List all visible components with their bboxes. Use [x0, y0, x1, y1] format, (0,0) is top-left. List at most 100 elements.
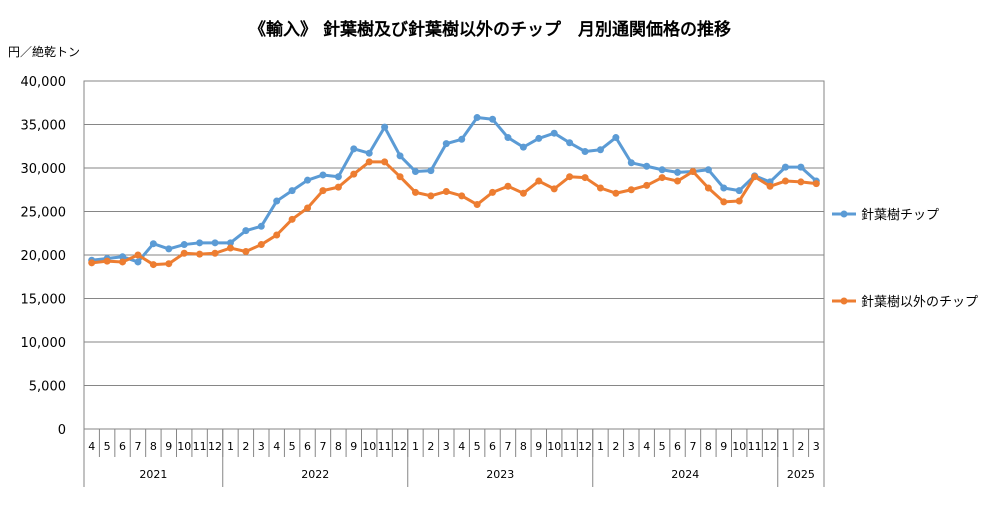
- data-point: [489, 188, 497, 196]
- data-point: [720, 198, 728, 206]
- year-label: 2024: [671, 468, 699, 481]
- data-point: [119, 258, 127, 266]
- x-tick-label: 4: [88, 440, 95, 453]
- data-point: [781, 177, 789, 185]
- data-point: [149, 261, 157, 269]
- x-tick-label: 10: [732, 440, 746, 453]
- data-point: [535, 134, 543, 142]
- data-point: [211, 249, 219, 257]
- x-tick-label: 12: [578, 440, 592, 453]
- y-tick-label: 5,000: [29, 380, 66, 395]
- data-point: [242, 248, 250, 256]
- x-tick-label: 8: [335, 440, 342, 453]
- legend-label: 針葉樹チップ: [861, 208, 939, 223]
- data-point: [442, 187, 450, 195]
- data-point: [504, 134, 512, 142]
- x-tick-label: 9: [720, 440, 727, 453]
- data-point: [334, 173, 342, 181]
- data-point: [396, 152, 404, 160]
- data-point: [735, 197, 743, 205]
- data-point: [257, 222, 265, 230]
- x-tick-label: 6: [674, 440, 681, 453]
- year-label: 2025: [787, 468, 815, 481]
- data-point: [566, 173, 574, 181]
- data-point: [550, 129, 558, 137]
- y-tick-label: 30,000: [21, 162, 67, 177]
- data-point: [797, 178, 805, 186]
- data-point: [612, 134, 620, 142]
- data-point: [812, 180, 820, 188]
- data-point: [88, 259, 96, 267]
- data-point: [134, 258, 142, 266]
- y-tick-labels: 0 5,000 10,000 15,000 20,000 25,000 30,000 35,0…: [21, 75, 67, 438]
- x-tick-label: 9: [350, 440, 357, 453]
- data-point: [165, 260, 173, 268]
- x-tick-label: 8: [520, 440, 527, 453]
- data-point: [396, 173, 404, 181]
- x-tick-label: 4: [458, 440, 465, 453]
- x-tick-label: 11: [563, 440, 577, 453]
- legend-marker: [840, 210, 848, 218]
- legend-item-1: 針葉樹チップ: [832, 208, 939, 223]
- data-point: [304, 176, 312, 184]
- series-layer: [88, 114, 820, 269]
- data-point: [288, 215, 296, 223]
- data-point: [566, 139, 574, 147]
- x-tick-label: 9: [165, 440, 172, 453]
- data-point: [797, 163, 805, 171]
- y-tick-label: 20,000: [21, 249, 67, 264]
- data-point: [134, 251, 142, 259]
- data-point: [627, 186, 635, 194]
- data-point: [242, 227, 250, 235]
- x-tick-label: 3: [258, 440, 265, 453]
- data-point: [381, 158, 389, 166]
- data-point: [226, 244, 234, 252]
- data-point: [658, 174, 666, 182]
- data-point: [781, 163, 789, 171]
- x-tick-label: 4: [643, 440, 650, 453]
- data-point: [350, 170, 358, 178]
- x-tick-label: 7: [689, 440, 696, 453]
- data-point: [211, 239, 219, 247]
- data-point: [581, 147, 589, 155]
- data-point: [535, 177, 543, 185]
- data-point: [473, 114, 481, 122]
- data-point: [581, 174, 589, 182]
- data-point: [751, 173, 759, 181]
- data-point: [704, 184, 712, 192]
- x-tick-label: 6: [489, 440, 496, 453]
- x-tick-label: 2: [797, 440, 804, 453]
- data-point: [489, 115, 497, 123]
- x-tick-label: 5: [289, 440, 296, 453]
- data-point: [442, 140, 450, 148]
- y-tick-label: 15,000: [21, 293, 67, 308]
- data-point: [458, 192, 466, 200]
- legend-marker: [840, 297, 848, 305]
- data-point: [627, 159, 635, 167]
- x-axis: 4 5 6 7 8 9 10 11 12 1 2 3 4 5 6 7 8 9 10 11 12 1 2 3 4 5 6 7 8 9 10 11…: [83, 429, 825, 487]
- x-tick-label: 1: [227, 440, 234, 453]
- x-tick-label: 3: [443, 440, 450, 453]
- data-point: [411, 167, 419, 175]
- data-point: [304, 204, 312, 212]
- x-tick-label: 12: [208, 440, 222, 453]
- x-tick-label: 10: [177, 440, 191, 453]
- y-axis-label: 円／絶乾トン: [8, 44, 80, 59]
- x-tick-label: 3: [628, 440, 635, 453]
- data-point: [519, 189, 527, 197]
- data-point: [519, 143, 527, 151]
- data-point: [365, 158, 373, 166]
- data-point: [119, 253, 127, 261]
- x-tick-label: 8: [705, 440, 712, 453]
- y-tick-label: 10,000: [21, 336, 67, 351]
- data-point: [196, 250, 204, 258]
- x-tick-label: 6: [304, 440, 311, 453]
- legend-label: 針葉樹以外のチップ: [861, 295, 978, 310]
- data-point: [427, 167, 435, 175]
- data-point: [704, 166, 712, 174]
- data-point: [735, 187, 743, 195]
- data-point: [674, 177, 682, 185]
- x-tick-label: 7: [319, 440, 326, 453]
- data-point: [319, 171, 327, 179]
